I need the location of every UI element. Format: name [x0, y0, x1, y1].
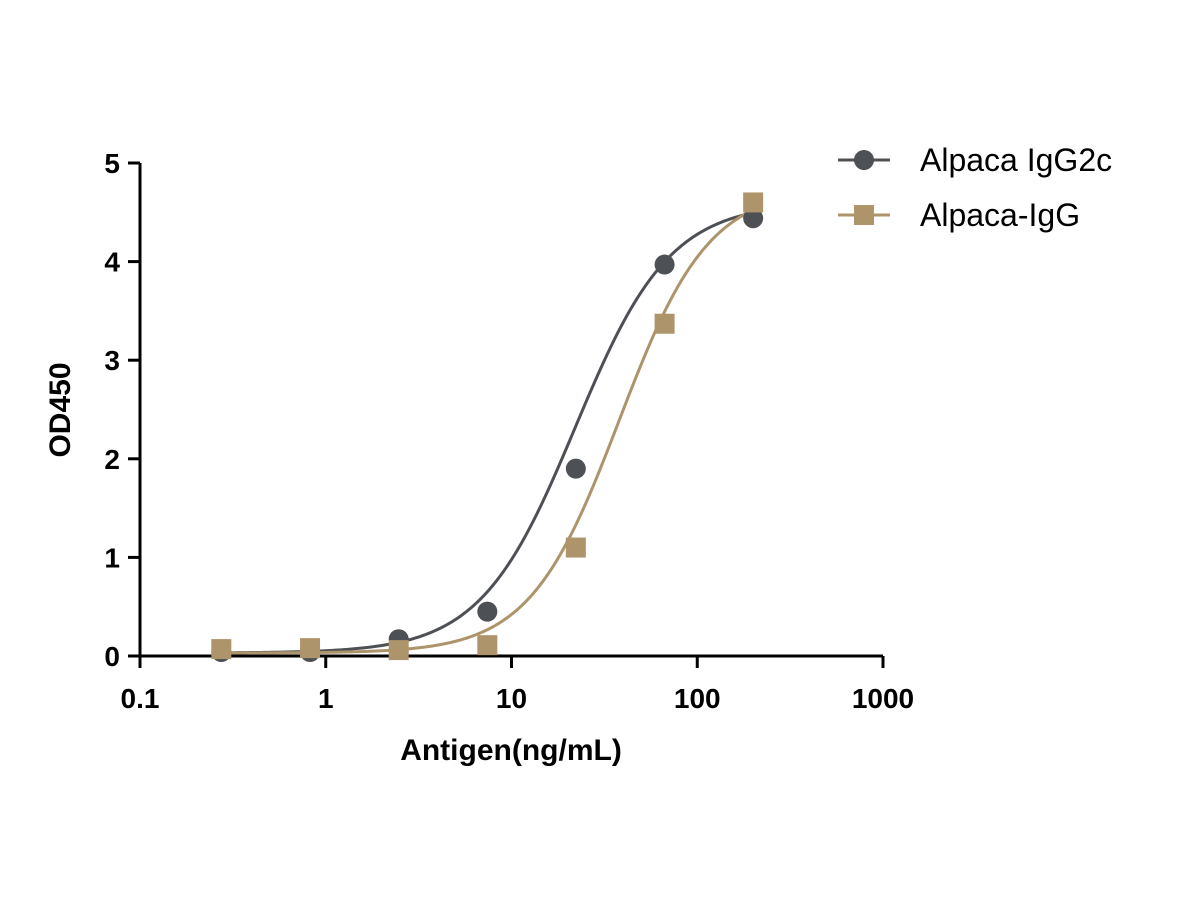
legend-label: Alpaca-IgG [920, 197, 1080, 233]
x-tick-label: 1 [318, 683, 334, 714]
data-point-square [743, 192, 764, 213]
x-tick-label: 1000 [852, 683, 914, 714]
y-tick-label: 3 [104, 345, 120, 376]
legend-marker-square [854, 205, 874, 225]
x-tick-label: 0.1 [121, 683, 160, 714]
y-tick-label: 5 [104, 148, 120, 179]
data-point-circle [743, 208, 764, 229]
data-point-square [477, 635, 498, 656]
data-point-circle [654, 254, 675, 275]
data-point-circle [565, 458, 586, 479]
data-point-circle [477, 601, 498, 622]
y-tick-label: 0 [104, 641, 120, 672]
y-tick-label: 1 [104, 542, 120, 573]
y-axis-title: OD450 [44, 362, 77, 457]
legend-marker-circle [854, 150, 874, 170]
data-point-square [654, 313, 675, 334]
legend: Alpaca IgG2c Alpaca-IgG [838, 142, 1112, 233]
x-tick-label: 100 [674, 683, 721, 714]
data-points [211, 192, 764, 663]
y-tick-label: 2 [104, 444, 120, 475]
x-tick-label: 10 [496, 683, 527, 714]
legend-label: Alpaca IgG2c [920, 142, 1112, 178]
x-axis-ticks: 0.1 1 10 100 1000 [121, 656, 914, 714]
x-axis-title: Antigen(ng/mL) [400, 734, 622, 767]
data-point-square [211, 639, 232, 660]
data-point-square [388, 640, 409, 661]
data-point-square [565, 537, 586, 558]
y-tick-label: 4 [104, 247, 120, 278]
data-point-square [300, 638, 321, 659]
y-axis-ticks: 0 1 2 3 4 5 [104, 148, 140, 672]
